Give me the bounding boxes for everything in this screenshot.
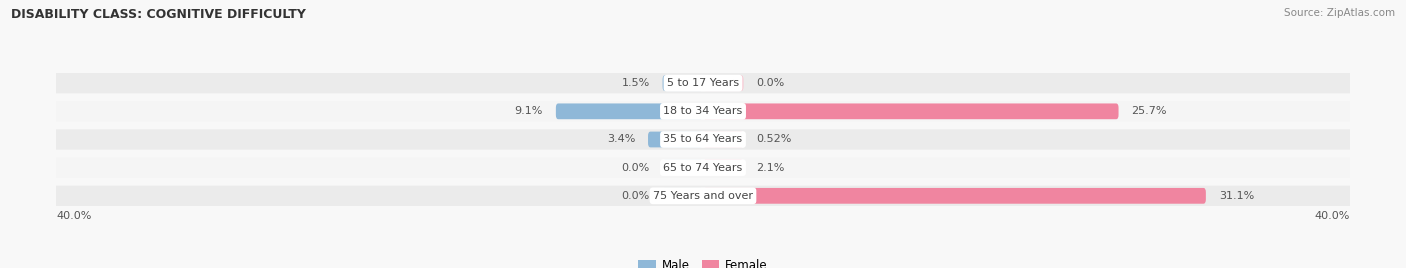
Text: 75 Years and over: 75 Years and over bbox=[652, 191, 754, 201]
FancyBboxPatch shape bbox=[48, 186, 1358, 206]
FancyBboxPatch shape bbox=[703, 188, 1206, 204]
Text: 35 to 64 Years: 35 to 64 Years bbox=[664, 135, 742, 144]
FancyBboxPatch shape bbox=[648, 132, 703, 147]
FancyBboxPatch shape bbox=[555, 103, 703, 119]
Text: Source: ZipAtlas.com: Source: ZipAtlas.com bbox=[1284, 8, 1395, 18]
Text: 65 to 74 Years: 65 to 74 Years bbox=[664, 163, 742, 173]
Text: 40.0%: 40.0% bbox=[1315, 211, 1350, 221]
FancyBboxPatch shape bbox=[703, 132, 744, 147]
FancyBboxPatch shape bbox=[703, 75, 744, 91]
FancyBboxPatch shape bbox=[703, 103, 1119, 119]
Text: 25.7%: 25.7% bbox=[1132, 106, 1167, 116]
Legend: Male, Female: Male, Female bbox=[634, 255, 772, 268]
Text: DISABILITY CLASS: COGNITIVE DIFFICULTY: DISABILITY CLASS: COGNITIVE DIFFICULTY bbox=[11, 8, 307, 21]
FancyBboxPatch shape bbox=[48, 158, 1358, 178]
Text: 0.52%: 0.52% bbox=[756, 135, 792, 144]
Text: 40.0%: 40.0% bbox=[56, 211, 91, 221]
FancyBboxPatch shape bbox=[662, 75, 703, 91]
Text: 0.0%: 0.0% bbox=[621, 163, 650, 173]
Text: 2.1%: 2.1% bbox=[756, 163, 785, 173]
Text: 1.5%: 1.5% bbox=[621, 78, 650, 88]
FancyBboxPatch shape bbox=[703, 160, 744, 176]
FancyBboxPatch shape bbox=[48, 73, 1358, 93]
Text: 9.1%: 9.1% bbox=[515, 106, 543, 116]
Text: 0.0%: 0.0% bbox=[756, 78, 785, 88]
FancyBboxPatch shape bbox=[662, 160, 703, 176]
Text: 5 to 17 Years: 5 to 17 Years bbox=[666, 78, 740, 88]
Text: 18 to 34 Years: 18 to 34 Years bbox=[664, 106, 742, 116]
Text: 3.4%: 3.4% bbox=[607, 135, 636, 144]
FancyBboxPatch shape bbox=[48, 129, 1358, 150]
FancyBboxPatch shape bbox=[48, 101, 1358, 121]
FancyBboxPatch shape bbox=[662, 188, 703, 204]
Text: 0.0%: 0.0% bbox=[621, 191, 650, 201]
Text: 31.1%: 31.1% bbox=[1219, 191, 1254, 201]
